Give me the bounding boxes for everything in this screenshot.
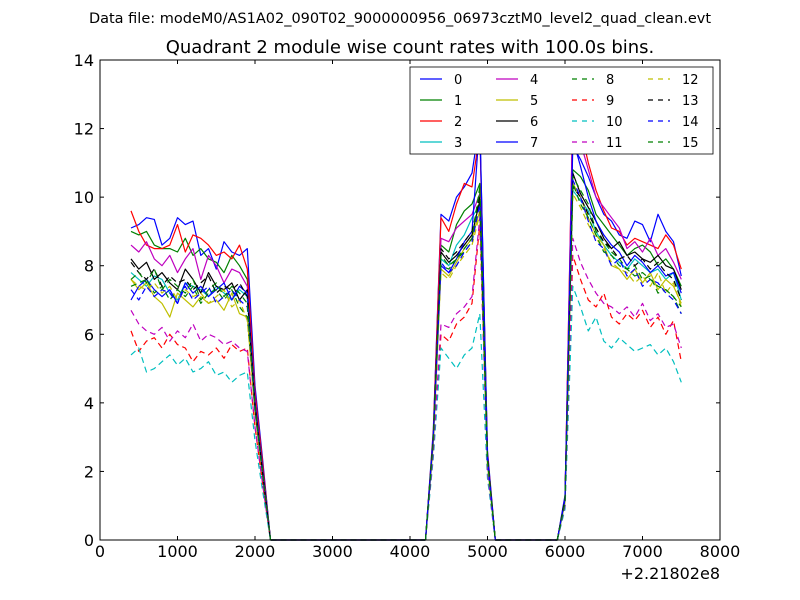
- y-tick-label: 12: [74, 120, 94, 139]
- series-line-1-seg-4: [556, 169, 682, 541]
- legend-label-3: 3: [454, 136, 462, 151]
- figure-suptitle: Data file: modeM0/AS1A02_090T02_90000009…: [89, 11, 711, 27]
- series-line-11-seg-0: [130, 310, 272, 541]
- series-line-15-seg-0: [130, 268, 272, 541]
- legend-label-2: 2: [454, 115, 462, 130]
- legend-label-1: 1: [454, 94, 462, 109]
- series-line-1-seg-0: [130, 230, 272, 541]
- series-line-2-seg-0: [130, 210, 272, 541]
- series-line-9-seg-0: [130, 330, 272, 541]
- x-offset-label: +2.21802e8: [620, 564, 720, 583]
- series-line-10-seg-0: [130, 347, 272, 541]
- y-tick-label: 6: [84, 325, 94, 344]
- legend-label-11: 11: [606, 136, 623, 151]
- series-line-10-seg-4: [556, 285, 682, 541]
- axis-ticks: 0 1000 2000 3000 4000 5000 6000 7000 80000246810…: [74, 51, 741, 561]
- series-line-7-seg-4: [556, 138, 682, 541]
- series-line-15-seg-4: [556, 182, 682, 541]
- legend-label-8: 8: [606, 73, 614, 88]
- legend-label-7: 7: [530, 136, 538, 151]
- y-tick-label: 14: [74, 51, 94, 70]
- series-line-11-seg-4: [556, 237, 682, 541]
- x-tick-label: 0: [95, 542, 105, 561]
- chart-title: Quadrant 2 module wise count rates with …: [166, 37, 655, 58]
- series-line-7-seg-0: [130, 278, 272, 541]
- series-line-13-seg-2: [424, 196, 496, 541]
- x-tick-label: 5000: [467, 542, 508, 561]
- series-line-8-seg-0: [130, 278, 272, 541]
- y-tick-label: 4: [84, 394, 94, 413]
- legend-label-10: 10: [606, 115, 623, 130]
- legend-box: [409, 66, 714, 155]
- series-line-7-seg-2: [424, 121, 496, 541]
- y-tick-label: 0: [84, 531, 94, 550]
- series-line-6-seg-0: [130, 258, 272, 541]
- legend-label-6: 6: [530, 115, 538, 130]
- legend-label-14: 14: [682, 115, 699, 130]
- x-tick-label: 7000: [622, 542, 663, 561]
- x-tick-label: 3000: [312, 542, 353, 561]
- series-line-13-seg-4: [556, 186, 682, 541]
- series-line-4-seg-0: [130, 241, 272, 541]
- series-line-12-seg-4: [556, 193, 682, 541]
- x-tick-label: 2000: [235, 542, 276, 561]
- series-line-15-seg-2: [424, 186, 496, 541]
- legend-label-0: 0: [454, 73, 462, 88]
- series-line-12-seg-0: [130, 278, 272, 541]
- series-line-0-seg-4: [556, 145, 682, 541]
- legend-label-4: 4: [530, 73, 538, 88]
- series-line-9-seg-4: [556, 254, 682, 541]
- x-tick-label: 1000: [157, 542, 198, 561]
- x-tick-label: 8000: [700, 542, 741, 561]
- legend-label-9: 9: [606, 94, 614, 109]
- legend-label-15: 15: [682, 136, 699, 151]
- series-line-0-seg-0: [130, 217, 272, 541]
- y-tick-label: 8: [84, 257, 94, 276]
- series-line-14-seg-4: [556, 179, 682, 541]
- x-tick-label: 4000: [390, 542, 431, 561]
- legend-label-12: 12: [682, 73, 699, 88]
- series-line-8-seg-2: [424, 189, 496, 541]
- y-tick-label: 10: [74, 188, 94, 207]
- legend-label-13: 13: [682, 94, 699, 109]
- series-line-10-seg-2: [424, 313, 496, 541]
- legend-label-5: 5: [530, 94, 538, 109]
- series-line-13-seg-0: [130, 261, 272, 541]
- y-tick-label: 2: [84, 462, 94, 481]
- x-tick-label: 6000: [545, 542, 586, 561]
